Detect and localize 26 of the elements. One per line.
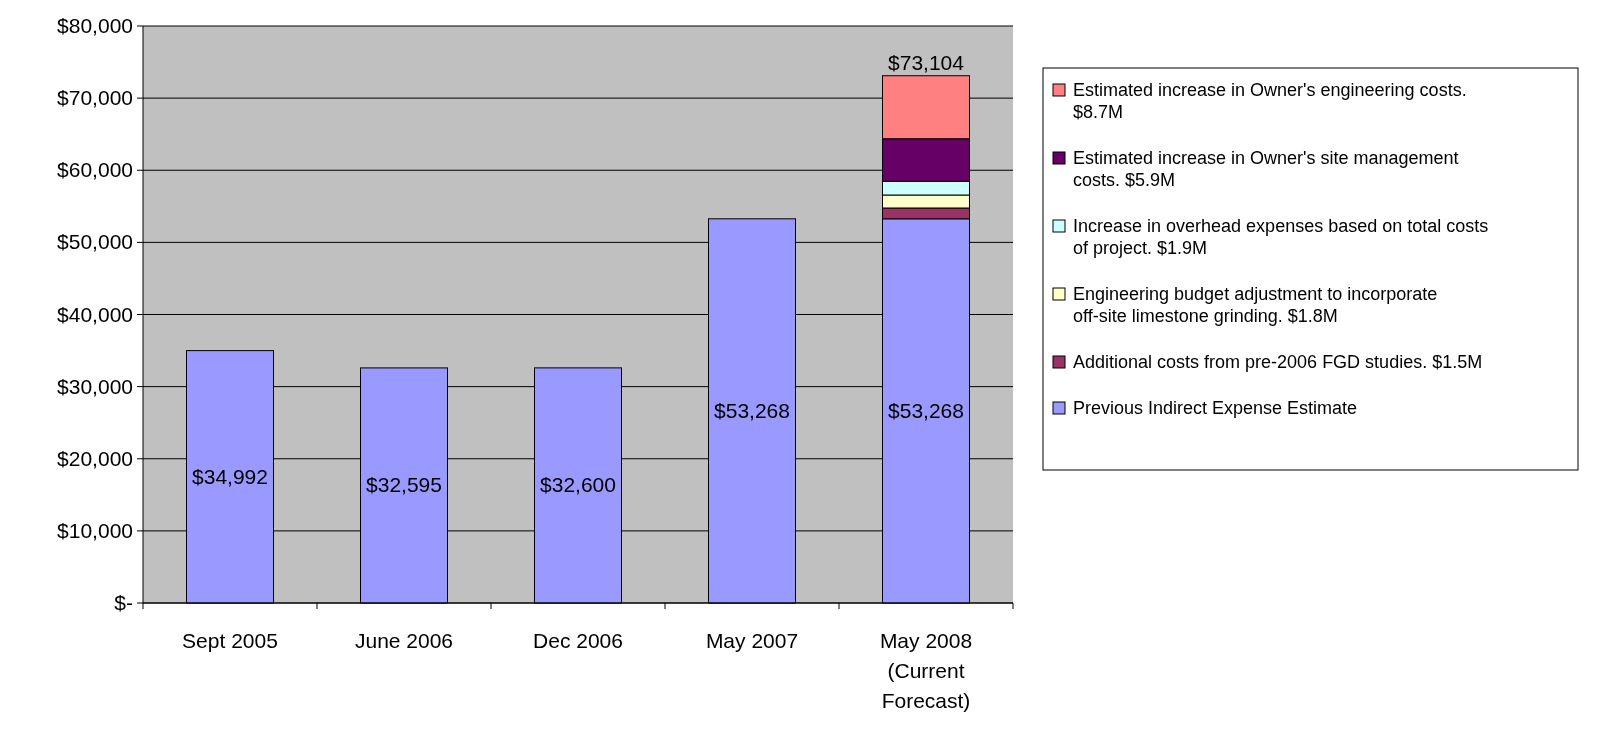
data-label: $34,992	[192, 464, 268, 488]
x-tick-label: May 2007	[705, 629, 799, 652]
x-tick-label: Dec 2006	[533, 629, 623, 652]
y-tick-label: $20,000	[57, 446, 133, 470]
y-tick-label: $50,000	[57, 230, 133, 254]
y-tick-label: $-	[114, 591, 133, 614]
legend-label: Increase in overhead expenses based on total costs of project. $1.9M	[1073, 216, 1489, 258]
x-tick-label: May 2008 (Current Forecast)	[879, 629, 973, 712]
x-tick-label: Sept 2005	[182, 629, 278, 652]
total-label: $73,104	[888, 50, 965, 74]
data-label: $53,268	[888, 398, 964, 422]
y-tick-label: $70,000	[57, 86, 133, 110]
legend-label: Estimated increase in Owner's engineering costs. $8.7M	[1073, 80, 1467, 122]
legend-label: Previous Indirect Expense Estimate	[1073, 398, 1358, 418]
legend-label: Additional costs from pre-2006 FGD studies. $1.5M	[1073, 352, 1483, 372]
y-tick-label: $60,000	[57, 158, 133, 182]
y-tick-label: $30,000	[57, 374, 133, 398]
legend-label: Engineering budget adjustment to incorporate off-site limestone grinding. $1.8M	[1073, 284, 1438, 326]
y-tick-label: $80,000	[57, 14, 133, 37]
y-tick-label: $40,000	[57, 302, 133, 326]
x-tick-label: June 2006	[354, 629, 454, 652]
data-label: $32,600	[540, 473, 616, 497]
y-tick-label: $10,000	[57, 518, 133, 542]
data-label: $32,595	[366, 473, 442, 497]
data-label: $53,268	[714, 398, 790, 422]
legend-label: Estimated increase in Owner's site management costs. $5.9M	[1073, 148, 1459, 190]
